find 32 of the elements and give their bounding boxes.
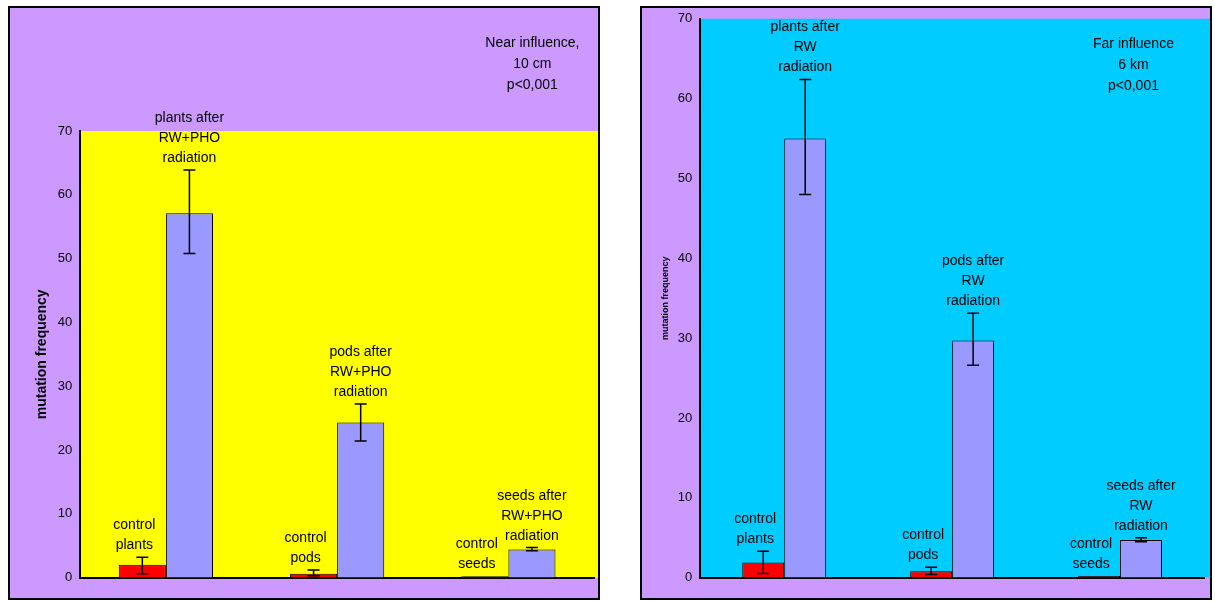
y-tick-label: 10 xyxy=(677,489,693,505)
annotation: pods after RW+PHO radiation xyxy=(329,343,393,400)
y-tick-label: 50 xyxy=(677,170,693,186)
y-tick-label: 0 xyxy=(685,569,693,585)
y-tick-label: 70 xyxy=(57,122,73,138)
annotation: pods after RW radiation xyxy=(941,252,1005,309)
annotation: control pods xyxy=(284,528,327,565)
y-tick-label: 50 xyxy=(57,250,73,266)
y-tick-label: 30 xyxy=(57,377,73,393)
annotation: seeds after RW radiation xyxy=(1106,476,1176,533)
annotation: control pods xyxy=(902,526,945,563)
annotation: control plants xyxy=(113,516,156,553)
y-tick-label: 30 xyxy=(677,329,693,345)
annotation: plants after RW+PHO radiation xyxy=(154,108,225,165)
annotation: control plants xyxy=(734,510,777,547)
y-tick-label: 10 xyxy=(57,505,73,521)
y-tick-label: 60 xyxy=(57,186,73,202)
annotation: seeds after RW+PHO radiation xyxy=(497,486,567,543)
annotation: control seeds xyxy=(1070,535,1113,571)
y-tick-label: 0 xyxy=(65,569,73,585)
text: Near influence, 10 cm p<0,001 xyxy=(485,33,580,92)
annotation: plants after RW radiation xyxy=(770,18,841,75)
y-axis-title: mutation frequency xyxy=(33,289,50,420)
y-tick-label: 40 xyxy=(57,313,73,329)
y-tick-label: 70 xyxy=(677,10,693,26)
y-axis-title: mutation frequency xyxy=(659,256,670,340)
annotation: control seeds xyxy=(455,535,498,572)
annotation: Far influence 6 km p<0,001 xyxy=(1093,34,1175,93)
y-tick-label: 20 xyxy=(57,441,73,457)
y-tick-label: 40 xyxy=(677,249,693,265)
y-tick-label: 20 xyxy=(677,409,693,425)
y-tick-label: 60 xyxy=(677,90,693,106)
